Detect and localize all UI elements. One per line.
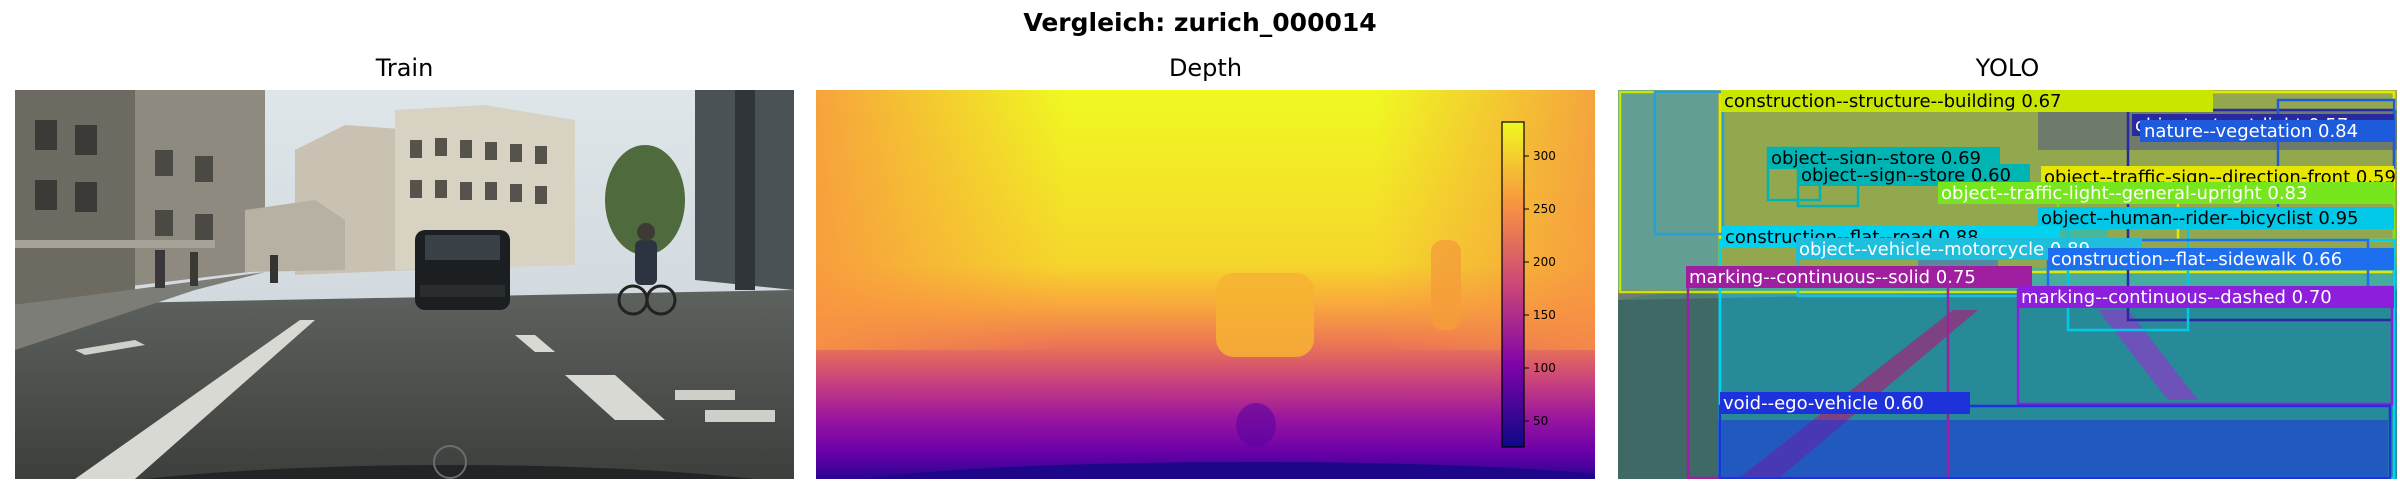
yolo-detection-panel: construction--structure--building 0.67 o… [1618, 90, 2397, 479]
detection-label-bg [1720, 392, 1970, 414]
detection-label: object--human--rider--bicyclist 0.95 [2041, 208, 2359, 229]
colorbar-tick-label: 250 [1533, 202, 1556, 216]
detection-label: object--traffic-light--general-upright 0… [1941, 183, 2307, 204]
colorbar-ticks: 300 250 200 150 100 50 [1524, 149, 1556, 428]
detection-label-bg [1768, 147, 2000, 169]
colorbar-tick-label: 150 [1533, 308, 1556, 322]
detection-label: object--vehicle--motorcycle 0.89 [1799, 239, 2090, 260]
depth-map-image: 300 250 200 150 100 50 [816, 90, 1595, 479]
detection-label-bg [2018, 286, 2394, 308]
train-image-panel [15, 90, 794, 479]
detection-label-bg [2140, 120, 2394, 142]
detection-label: construction--structure--building 0.67 [1724, 91, 2062, 112]
detection-label-bg [2048, 248, 2394, 270]
panel-title-yolo: YOLO [1975, 54, 2040, 82]
yolo-overlay-image: construction--structure--building 0.67 o… [1618, 90, 2397, 479]
panel-title-depth: Depth [1168, 54, 1243, 82]
detection-label-bg [1686, 266, 2032, 288]
detection-box [1653, 90, 1725, 236]
detection-label-bg [2038, 207, 2394, 229]
colorbar-tick-label: 200 [1533, 255, 1556, 269]
colorbar-tick-label: 50 [1533, 414, 1548, 428]
detection-label: object--sign--store 0.69 [1771, 148, 1981, 169]
figure-title: Vergleich: zurich_000014 [1023, 8, 1377, 37]
detection-label-bg [1721, 90, 2213, 112]
detection-label: void--ego-vehicle 0.60 [1723, 393, 1924, 414]
depth-map-panel: 300 250 200 150 100 50 [816, 90, 1595, 479]
street-scene-photo [15, 90, 794, 479]
detection-label: object--sign--store 0.60 [1801, 165, 2011, 186]
depth-colorbar [1501, 121, 1525, 448]
detection-label: marking--continuous--solid 0.75 [1689, 267, 1976, 288]
detection-label-bg [1938, 182, 2394, 204]
colorbar-tick-label: 300 [1533, 149, 1556, 163]
detection-box [1718, 404, 2392, 479]
detection-label-bg [1798, 164, 2030, 186]
panel-title-train: Train [375, 54, 434, 82]
colorbar-tick-label: 100 [1533, 361, 1556, 375]
detection-label: construction--flat--sidewalk 0.66 [2051, 249, 2342, 270]
detection-label: nature--vegetation 0.84 [2144, 121, 2358, 142]
detection-label: marking--continuous--dashed 0.70 [2021, 287, 2332, 308]
